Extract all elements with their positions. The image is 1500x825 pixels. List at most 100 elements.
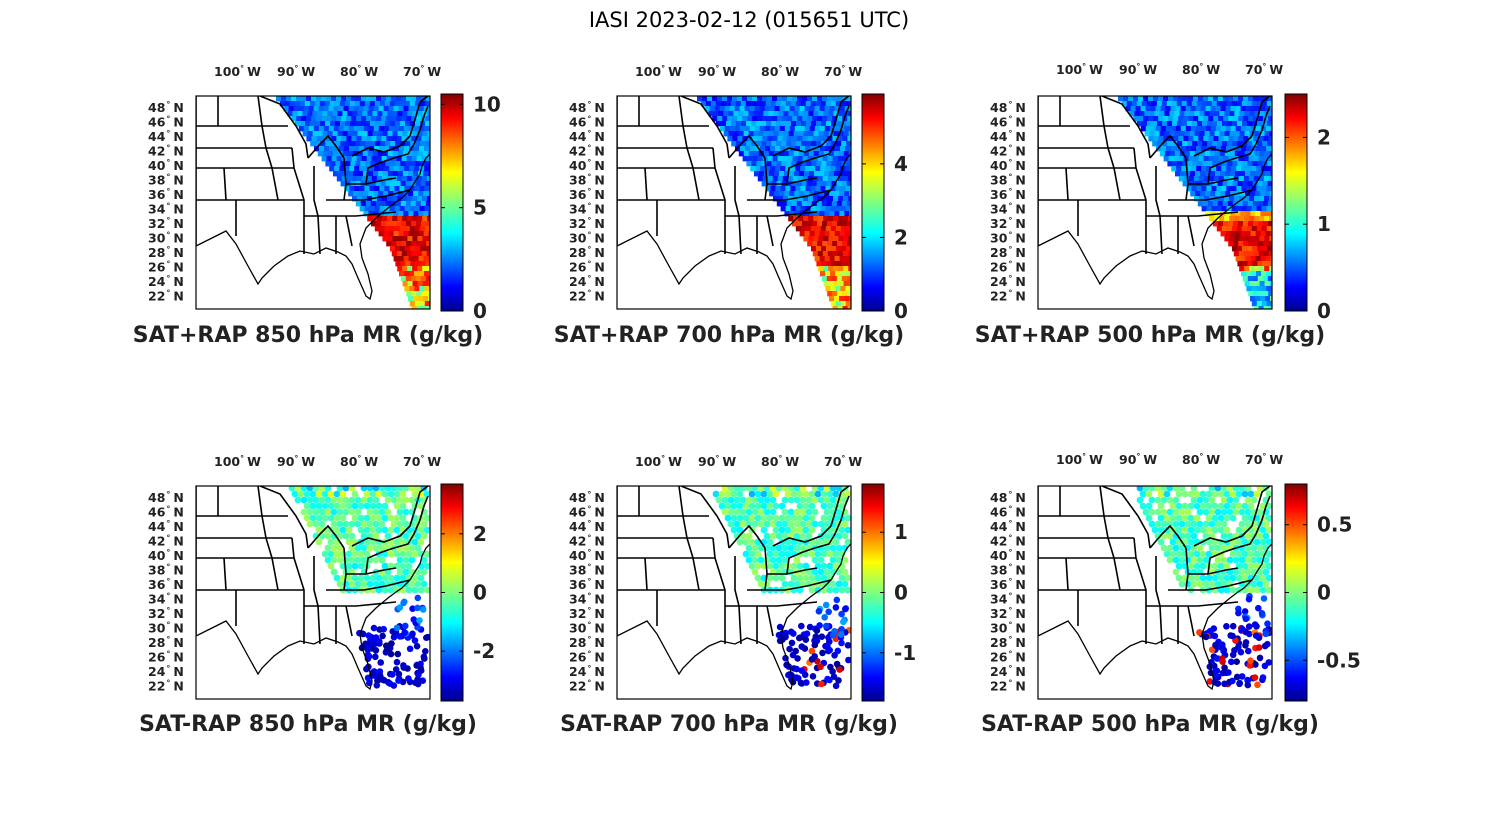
lat-label: 38° N: [569, 563, 605, 578]
colorbar-tick-label: 0: [1317, 581, 1331, 605]
lon-label: 80° W: [761, 64, 799, 79]
lat-label: 34° N: [569, 202, 605, 217]
lat-label: 38° N: [990, 173, 1026, 188]
difference-points: [288, 486, 430, 689]
lat-label: 36° N: [990, 187, 1026, 202]
lat-label: 42° N: [148, 144, 184, 159]
lon-label: 70° W: [403, 454, 441, 469]
lon-label: 100° W: [635, 454, 682, 469]
lat-label: 30° N: [990, 231, 1026, 246]
retrieval-swath: [1118, 96, 1272, 309]
panel-title: SAT-RAP 850 hPa MR (g/kg): [139, 712, 477, 737]
lon-label: 80° W: [761, 454, 799, 469]
colorbar-tick-label: 0: [473, 581, 487, 605]
lon-label: 100° W: [214, 64, 261, 79]
colorbar-tick-label: 2: [1317, 125, 1331, 149]
state-boundaries: [1038, 96, 1272, 309]
colorbar-tick-label: 2: [473, 522, 487, 546]
panel-title: SAT+RAP 850 hPa MR (g/kg): [133, 323, 483, 348]
lat-label: 48° N: [148, 490, 184, 505]
lat-label: 32° N: [990, 216, 1026, 231]
lat-label: 24° N: [569, 274, 605, 289]
colorbar-tick-label: 10: [473, 92, 501, 116]
boundary-lines: [196, 486, 430, 691]
lat-label: 22° N: [990, 679, 1026, 694]
lat-label: 44° N: [569, 129, 605, 144]
retrieval-swath: [276, 96, 430, 309]
lon-label: 100° W: [635, 64, 682, 79]
panel-title: SAT+RAP 700 hPa MR (g/kg): [554, 323, 904, 348]
colorbar-tick-label: 0.5: [1317, 513, 1352, 537]
lat-label: 28° N: [148, 635, 184, 650]
colorbar-tick-label: 0: [894, 299, 908, 323]
lat-label: 32° N: [569, 216, 605, 231]
lat-label: 26° N: [990, 260, 1026, 275]
lat-label: 22° N: [148, 289, 184, 304]
panel-p1: 100° W 90° W 80° W 70° W 48° N46° N44° N42° N40° N38°…: [133, 64, 501, 348]
panel-p5: 100° W 90° W 80° W 70° W 48° N46° N44° N42° N40° N38°…: [560, 454, 916, 737]
lat-label: 34° N: [569, 592, 605, 607]
lat-label: 36° N: [569, 577, 605, 592]
lon-label: 90° W: [698, 64, 736, 79]
lon-label: 70° W: [1245, 452, 1283, 467]
lat-label: 44° N: [148, 519, 184, 534]
lat-label: 36° N: [569, 187, 605, 202]
lat-label: 30° N: [569, 231, 605, 246]
colorbar-tick-label: -1: [894, 641, 916, 665]
panel-title: SAT-RAP 500 hPa MR (g/kg): [981, 712, 1319, 737]
lon-label: 80° W: [340, 64, 378, 79]
lat-label: 42° N: [148, 534, 184, 549]
lat-label: 40° N: [569, 158, 605, 173]
lat-label: 32° N: [148, 216, 184, 231]
lat-label: 48° N: [569, 100, 605, 115]
lat-label: 46° N: [569, 505, 605, 520]
lat-label: 42° N: [990, 534, 1026, 549]
lat-label: 38° N: [990, 563, 1026, 578]
retrieval-swath: [697, 96, 851, 309]
boundary-lines: [617, 486, 851, 691]
figure-title: IASI 2023-02-12 (015651 UTC): [589, 8, 909, 32]
colorbar-tick-label: 0: [1317, 299, 1331, 323]
lat-label: 48° N: [990, 100, 1026, 115]
lat-label: 36° N: [990, 577, 1026, 592]
lon-label: 70° W: [403, 64, 441, 79]
lat-label: 26° N: [148, 650, 184, 665]
colorbar: [861, 93, 885, 312]
state-boundaries: [617, 96, 851, 309]
lat-label: 24° N: [569, 664, 605, 679]
lat-label: 28° N: [990, 245, 1026, 260]
panel-p6: 100° W 90° W 80° W 70° W 48° N46° N44° N42° N40° N38°…: [981, 452, 1361, 737]
lat-label: 32° N: [569, 606, 605, 621]
lon-label: 80° W: [340, 454, 378, 469]
boundary-lines: [196, 96, 430, 301]
lat-label: 38° N: [148, 173, 184, 188]
lat-label: 24° N: [990, 274, 1026, 289]
lat-label: 48° N: [990, 490, 1026, 505]
lat-label: 24° N: [148, 664, 184, 679]
lat-label: 26° N: [990, 650, 1026, 665]
panel-title: SAT-RAP 700 hPa MR (g/kg): [560, 712, 898, 737]
lat-label: 22° N: [990, 289, 1026, 304]
colorbar-tick-label: 1: [894, 520, 908, 544]
lat-label: 42° N: [990, 144, 1026, 159]
lat-label: 34° N: [990, 202, 1026, 217]
lat-label: 34° N: [148, 592, 184, 607]
lat-label: 34° N: [148, 202, 184, 217]
boundary-lines: [1038, 486, 1272, 691]
lon-label: 100° W: [214, 454, 261, 469]
lat-label: 30° N: [148, 621, 184, 636]
colorbar-tick-label: 0: [473, 299, 487, 323]
lon-label: 90° W: [277, 454, 315, 469]
lat-label: 32° N: [148, 606, 184, 621]
lon-label: 80° W: [1182, 62, 1220, 77]
panel-title: SAT+RAP 500 hPa MR (g/kg): [975, 323, 1325, 348]
panel-p4: 100° W 90° W 80° W 70° W 48° N46° N44° N42° N40° N38°…: [139, 454, 495, 737]
colorbar-tick-label: 0: [894, 581, 908, 605]
lat-label: 30° N: [148, 231, 184, 246]
lon-label: 100° W: [1056, 62, 1103, 77]
lat-label: 46° N: [990, 505, 1026, 520]
colorbar-tick-label: 2: [894, 225, 908, 249]
lat-label: 22° N: [148, 679, 184, 694]
lat-label: 32° N: [990, 606, 1026, 621]
lat-label: 40° N: [990, 548, 1026, 563]
